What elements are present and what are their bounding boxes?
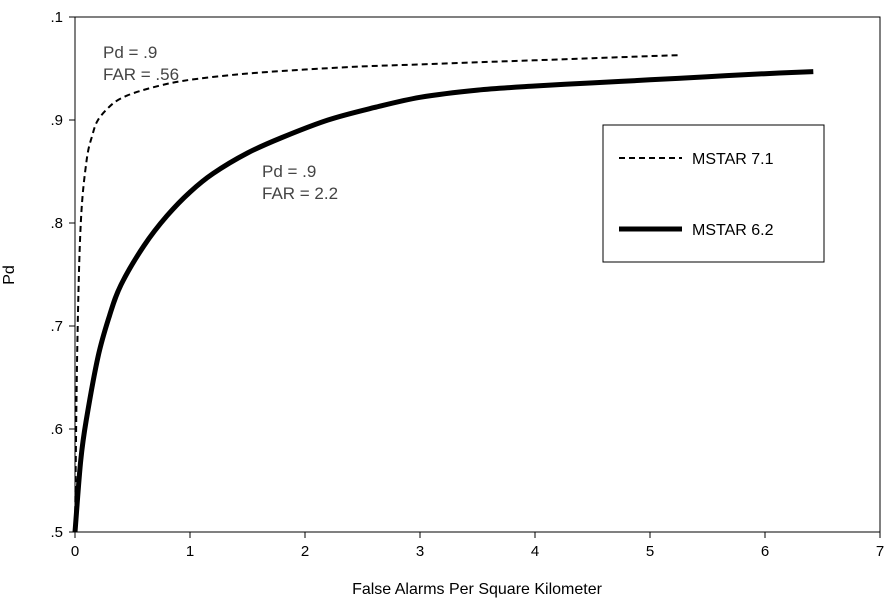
annotation-far-22: Pd = .9 FAR = 2.2 [262,162,338,203]
y-axis-label: Pd [1,265,18,285]
annotation-line: Pd = .9 [103,43,157,62]
legend-label-mstar62: MSTAR 6.2 [692,222,774,239]
x-tick-label: 2 [301,543,309,560]
annotation-line: Pd = .9 [262,162,316,181]
tick-layer: 0 1 2 3 4 5 6 7 .5 .6 .7 .8 .9 .1 [50,9,884,560]
plot-frame [74,16,881,533]
x-tick-label: 4 [531,543,539,560]
x-tick-label: 7 [876,543,884,560]
series-line-mstar-6-2 [72,69,814,533]
y-tick-label: .5 [50,524,63,541]
legend: MSTAR 7.1 MSTAR 6.2 [602,124,825,263]
x-tick-label: 6 [761,543,769,560]
y-tick-label: .1 [50,9,63,26]
legend-box [602,124,825,263]
series-layer [72,54,814,533]
y-tick-label: .8 [50,215,63,232]
x-tick-label: 0 [71,543,79,560]
y-tick-label: .7 [50,318,63,335]
annotation-line: FAR = .56 [103,65,179,84]
y-tick-label: .6 [50,421,63,438]
annotation-far-056: Pd = .9 FAR = .56 [103,43,179,84]
legend-label-mstar71: MSTAR 7.1 [692,151,774,168]
y-tick-label: .9 [50,112,63,129]
x-tick-label: 3 [416,543,424,560]
x-tick-label: 5 [646,543,654,560]
series-line-mstar-7-1 [74,54,682,533]
annotation-line: FAR = 2.2 [262,184,338,203]
x-axis-label: False Alarms Per Square Kilometer [352,581,603,598]
x-tick-label: 1 [186,543,194,560]
